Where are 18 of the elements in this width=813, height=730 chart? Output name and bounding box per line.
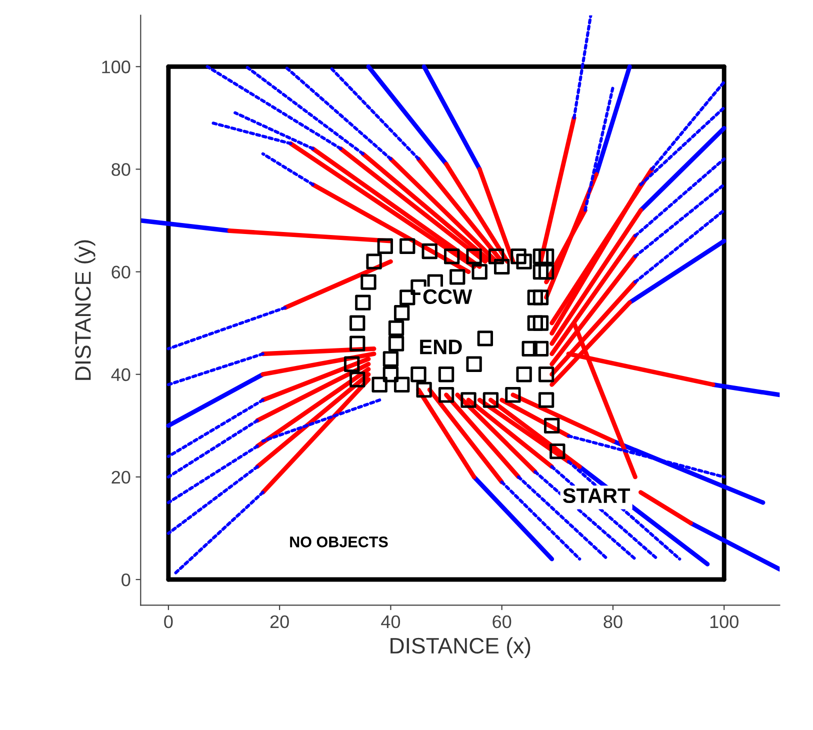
annotation: START	[562, 488, 630, 504]
y-tick-label: 80	[112, 163, 130, 176]
y-tick-label: 60	[112, 266, 130, 278]
x-tick-label: 40	[381, 615, 400, 628]
x-tick-label: 80	[604, 615, 622, 628]
x-axis-title: DISTANCE (x)	[390, 637, 530, 658]
x-tick-label: 0	[164, 615, 173, 628]
x-tick-label: 20	[270, 615, 289, 628]
y-tick-label: 0	[122, 573, 130, 586]
y-tick-label: 20	[112, 470, 130, 484]
annotation: NO OBJECTS	[290, 536, 388, 548]
y-tick-label: 100	[102, 60, 130, 74]
y-axis-title: DISTANCE (y)	[74, 240, 96, 380]
annotation: END	[420, 340, 462, 354]
annotation: CCW	[423, 289, 472, 304]
x-tick-label: 100	[710, 615, 738, 628]
y-tick-label: 40	[111, 368, 130, 382]
x-tick-label: 60	[492, 615, 512, 628]
